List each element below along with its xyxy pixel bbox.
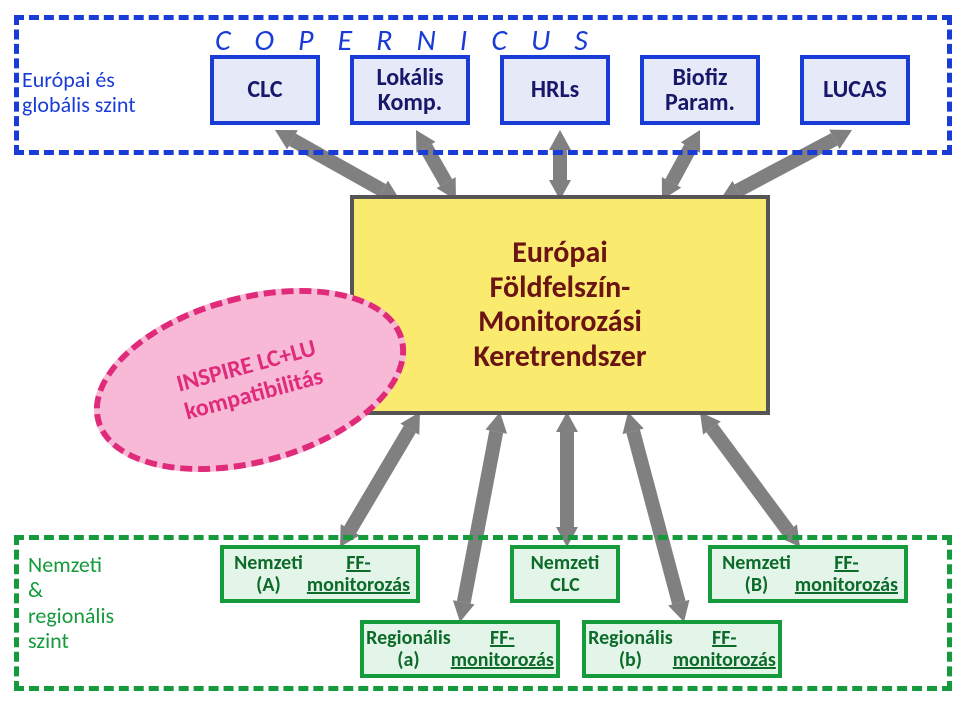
national-box-reg_b: Regionális (b)FF-monitorozás <box>582 620 782 678</box>
copernicus-box-lokal: LokálisKomp. <box>350 55 470 125</box>
copernicus-box-hrls: HRLs <box>500 55 610 125</box>
european-level-label: Európai ésglobális szint <box>22 67 136 118</box>
central-framework-label: EurópaiFöldfelszín-MonitorozásiKeretrend… <box>354 199 766 411</box>
national-box-nat_b: Nemzeti (B)FF-monitorozás <box>708 545 908 603</box>
copernicus-box-clc: CLC <box>210 55 320 125</box>
central-framework-envelope: EurópaiFöldfelszín-MonitorozásiKeretrend… <box>350 195 770 415</box>
diagram-stage: Európai ésglobális szint COPERNICUS CLC L… <box>0 0 966 705</box>
national-box-nat_a: Nemzeti (A)FF-monitorozás <box>220 545 420 603</box>
national-box-reg_a: Regionális (a)FF-monitorozás <box>360 620 560 678</box>
copernicus-box-lucas: LUCAS <box>800 55 910 125</box>
copernicus-box-biofiz: BiofizParam. <box>640 55 760 125</box>
copernicus-heading: COPERNICUS <box>215 22 612 59</box>
national-box-nat_clc: NemzetiCLC <box>510 545 620 603</box>
national-level-label: Nemzeti&regionálisszint <box>28 552 114 653</box>
inspire-label: INSPIRE LC+LUkompatibilitás <box>173 333 326 426</box>
